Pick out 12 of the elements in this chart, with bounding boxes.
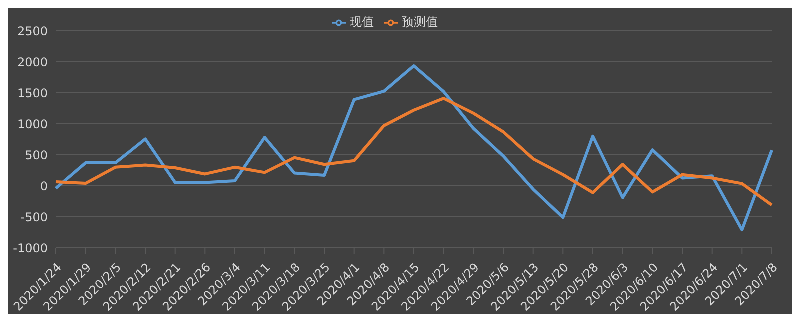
line-series <box>54 64 774 232</box>
y-tick-label: 2500 <box>17 24 48 38</box>
y-tick-label: 1000 <box>17 117 48 132</box>
y-tick-label: 0 <box>40 179 48 194</box>
y-tick-label: 500 <box>25 148 48 162</box>
y-tick-label: -1000 <box>13 241 48 256</box>
y-tick-label: 1500 <box>17 86 48 100</box>
line-series <box>54 97 774 207</box>
legend-label: 现值 <box>350 15 374 29</box>
y-tick-label: 2000 <box>17 55 48 70</box>
legend-label: 预测值 <box>402 15 438 29</box>
y-tick-label: -500 <box>20 210 48 224</box>
